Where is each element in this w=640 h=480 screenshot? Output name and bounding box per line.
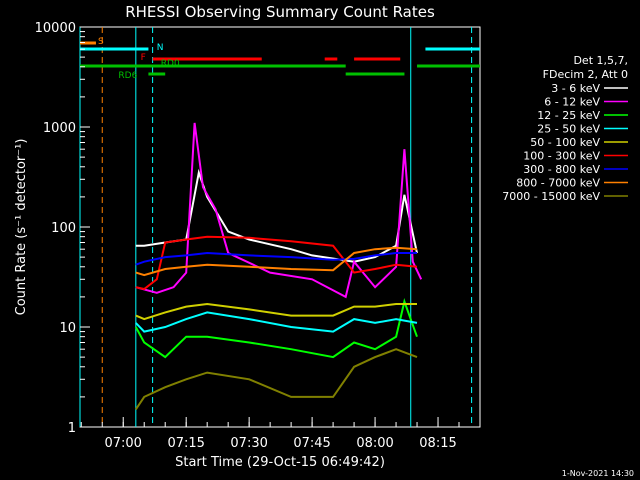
y-tick-label-1: 1: [68, 421, 76, 436]
x-tick-label-07-00: 07:00: [104, 436, 141, 451]
series-line-100-300-kev: [135, 235, 418, 291]
flag-label-rd0: RD0: [161, 59, 180, 69]
flag-label-s: S: [98, 37, 104, 47]
flag-label-n: N: [157, 43, 164, 53]
y-tick-label-1000: 1000: [43, 121, 76, 136]
x-tick-label-08-15: 08:15: [419, 436, 456, 451]
legend-label-50-100-kev: 50 - 100 keV: [530, 136, 600, 149]
x-axis-label: Start Time (29-Oct-15 06:49:42): [175, 455, 385, 470]
x-axis-ticks: 07:00 07:15 07:30 07:45 08:00 08:15: [80, 417, 481, 451]
plot-frame: [79, 26, 481, 428]
flag-label-rd6: RD6: [118, 71, 137, 81]
y-tick-label-10: 10: [59, 321, 76, 336]
legend-label-12-25-kev: 12 - 25 keV: [537, 109, 600, 122]
series-line-7000-15000-kev: [134, 348, 418, 410]
x-tick-label-07-30: 07:30: [230, 436, 267, 451]
series-line-300-800-kev: [135, 251, 417, 266]
series-line-50-100-kev: [135, 302, 417, 321]
series-line-25-50-kev: [135, 311, 418, 333]
series-line-12-25-kev: [134, 297, 418, 359]
y-axis-label: Count Rate (s⁻¹ detector⁻¹): [14, 139, 29, 316]
legend-label-3-6-kev: 3 - 6 keV: [551, 82, 600, 95]
y-tick-label-100: 100: [51, 221, 76, 236]
x-tick-label-07-45: 07:45: [293, 436, 330, 451]
y-axis-ticks: 1 10 100 1000 10000: [35, 21, 90, 436]
legend-label-100-300-kev: 100 - 300 keV: [523, 150, 600, 163]
plot-area: S N F RD0 RD6 1 10 100 1000 10000 07:00 07:15 07:3…: [35, 21, 481, 451]
vertical-markers: [79, 27, 473, 427]
legend-label-7000-15000-kev: 7000 - 15000 keV: [502, 190, 600, 203]
data-series: [134, 122, 423, 410]
footer-date: 1-Nov-2021 14:30: [562, 469, 634, 478]
legend-label-6-12-kev: 6 - 12 keV: [544, 96, 600, 109]
chart-title: RHESSI Observing Summary Count Rates: [125, 3, 435, 21]
legend-header-line-2: FDecim 2, Att 0: [543, 68, 628, 81]
x-tick-label-08-00: 08:00: [356, 436, 393, 451]
series-line-800-7000-kev: [135, 246, 418, 277]
legend-label-300-800-kev: 300 - 800 keV: [523, 163, 600, 176]
flag-bars: S N F RD0 RD6: [80, 37, 480, 81]
legend-label-800-7000-kev: 800 - 7000 keV: [516, 177, 600, 190]
legend-label-25-50-kev: 25 - 50 keV: [537, 123, 600, 136]
x-tick-label-07-15: 07:15: [167, 436, 204, 451]
flag-label-f: F: [141, 53, 146, 63]
legend-header-line-1: Det 1,5,7,: [573, 54, 628, 67]
y-tick-label-10000: 10000: [35, 21, 76, 36]
series-line-6-12-kev: [135, 122, 423, 299]
